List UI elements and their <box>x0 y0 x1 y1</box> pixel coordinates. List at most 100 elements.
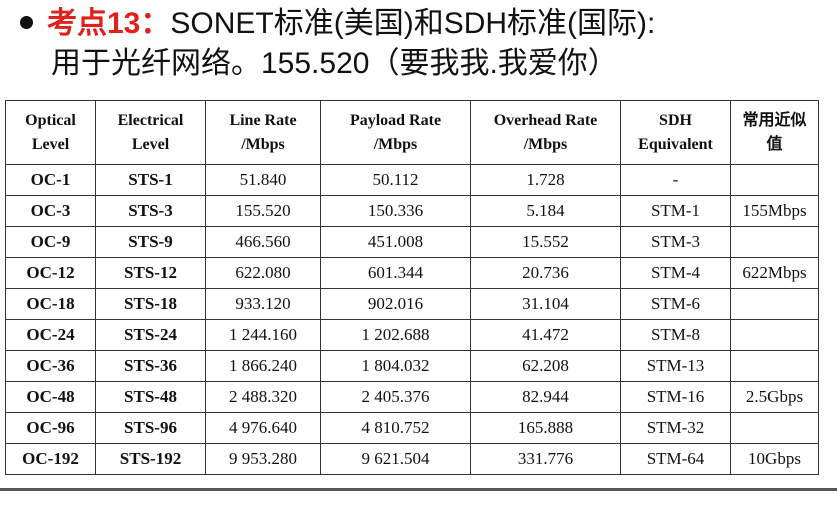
header-cell: Line Rate/Mbps <box>205 100 321 165</box>
table-cell: STM-64 <box>620 443 731 475</box>
table-cell: 5.184 <box>470 195 621 227</box>
divider <box>0 488 837 491</box>
heading-text: 用于光纤网络。155.520（要我我.我爱你） <box>51 47 618 80</box>
table-cell: 150.336 <box>320 195 471 227</box>
header-cell: Overhead Rate/Mbps <box>470 100 621 165</box>
header-text: 值 <box>766 135 783 153</box>
table-cell <box>730 226 819 258</box>
bullet <box>20 15 33 29</box>
header-text: /Mbps <box>241 135 285 153</box>
table-cell: OC-12 <box>5 257 96 289</box>
header-text: /Mbps <box>373 135 418 153</box>
header-text: Level <box>131 135 170 153</box>
table-cell: STM-13 <box>620 350 731 382</box>
table-cell: 10Gbps <box>730 443 819 475</box>
header-row: Optical Level Electrical Level Line Rate/Mbp… <box>5 100 819 165</box>
table-cell <box>730 350 819 382</box>
table-cell: STS-96 <box>95 412 206 444</box>
header-cell: Payload Rate/Mbps <box>320 100 471 165</box>
table-cell: 1 866.240 <box>205 350 321 382</box>
table-cell: OC-48 <box>5 381 96 413</box>
table-row: OC-24 STS-24 1 244.160 1 202.688 41.472 STM-8 <box>5 319 819 351</box>
table-cell: 1 202.688 <box>320 319 471 351</box>
header-text: Line Rate <box>229 111 297 129</box>
table-cell: STM-4 <box>620 257 731 289</box>
table-cell: OC-9 <box>5 226 96 258</box>
table-cell: OC-192 <box>5 443 96 475</box>
header-text: 常用近似 <box>742 111 807 129</box>
table-cell: OC-36 <box>5 350 96 382</box>
table-cell: OC-96 <box>5 412 96 444</box>
table-cell: 622Mbps <box>730 257 819 289</box>
table-row: OC-18 STS-18 933.120 902.016 31.104 STM-6 <box>5 288 819 320</box>
table-row: OC-9 STS-9 466.560 451.008 15.552 STM-3 <box>5 226 819 258</box>
table-cell: 9 621.504 <box>320 443 471 475</box>
table-cell: STS-36 <box>95 350 206 382</box>
table-cell: STS-1 <box>95 164 206 196</box>
heading-label: 考点13： <box>47 7 171 40</box>
table-cell: 50.112 <box>320 164 471 196</box>
header-text: Payload Rate <box>349 111 442 129</box>
table-row: OC-36 STS-36 1 866.240 1 804.032 62.208 STM-1… <box>5 350 819 382</box>
table-row: OC-96 STS-96 4 976.640 4 810.752 165.888 STM-… <box>5 412 819 444</box>
table-cell: STS-12 <box>95 257 206 289</box>
table-cell: 902.016 <box>320 288 471 320</box>
table-row: OC-1 STS-1 51.840 50.112 1.728- <box>5 164 819 196</box>
table-cell: 4 810.752 <box>320 412 471 444</box>
heading: 考点13：SONET标准(美国)和SDH标准(国际): 用于光纤网络。155.5… <box>14 4 834 84</box>
table-cell: OC-24 <box>5 319 96 351</box>
table-cell: STS-48 <box>95 381 206 413</box>
table-cell: STM-6 <box>620 288 731 320</box>
header-cell: SDH Equivalent <box>620 100 731 165</box>
header-cell: Optical Level <box>5 100 96 165</box>
header-cell: Electrical Level <box>95 100 206 165</box>
table-cell: STS-18 <box>95 288 206 320</box>
table-cell: 9 953.280 <box>205 443 321 475</box>
table-cell: 2.5Gbps <box>730 381 819 413</box>
table-cell: 451.008 <box>320 226 471 258</box>
heading-line: 考点13：SONET标准(美国)和SDH标准(国际): <box>14 4 834 44</box>
table-cell: OC-3 <box>5 195 96 227</box>
table-cell: STM-16 <box>620 381 731 413</box>
header-text: Equivalent <box>638 135 713 153</box>
table-cell: STS-24 <box>95 319 206 351</box>
table-cell: 165.888 <box>470 412 621 444</box>
table-cell: STS-192 <box>95 443 206 475</box>
table-cell: STM-32 <box>620 412 731 444</box>
table-cell <box>730 164 819 196</box>
table-cell: 82.944 <box>470 381 621 413</box>
header-text: /Mbps <box>523 135 568 153</box>
table-cell: 51.840 <box>205 164 321 196</box>
table-cell: STS-9 <box>95 226 206 258</box>
table-cell: 62.208 <box>470 350 621 382</box>
rate-table: Optical Level Electrical Level Line Rate/Mbp… <box>5 100 819 475</box>
header-text: SDH <box>659 111 692 129</box>
header-cell: 常用近似值 <box>730 100 819 165</box>
table-cell: 4 976.640 <box>205 412 321 444</box>
table-row: OC-192 STS-192 9 953.280 9 621.504 331.776 ST… <box>5 443 819 475</box>
table-cell <box>730 319 819 351</box>
table-cell: 2 405.376 <box>320 381 471 413</box>
table-cell: 622.080 <box>205 257 321 289</box>
header-text: Level <box>31 135 70 153</box>
table-cell: 20.736 <box>470 257 621 289</box>
table-cell: 1.728 <box>470 164 621 196</box>
table-cell: STM-8 <box>620 319 731 351</box>
table-cell: OC-18 <box>5 288 96 320</box>
table-cell: STM-1 <box>620 195 731 227</box>
table-cell <box>730 412 819 444</box>
header-text: Electrical <box>117 111 184 129</box>
table-row: OC-12 STS-12 622.080 601.344 20.736 STM-4 622M… <box>5 257 819 289</box>
table-cell: 41.472 <box>470 319 621 351</box>
table-cell: - <box>620 164 731 196</box>
table-cell: 31.104 <box>470 288 621 320</box>
table-cell: 1 244.160 <box>205 319 321 351</box>
header-text: Optical <box>25 111 76 129</box>
table-cell: 933.120 <box>205 288 321 320</box>
table-cell: 155.520 <box>205 195 321 227</box>
table-cell: 601.344 <box>320 257 471 289</box>
table-cell: 15.552 <box>470 226 621 258</box>
table-cell <box>730 288 819 320</box>
table-cell: STS-3 <box>95 195 206 227</box>
